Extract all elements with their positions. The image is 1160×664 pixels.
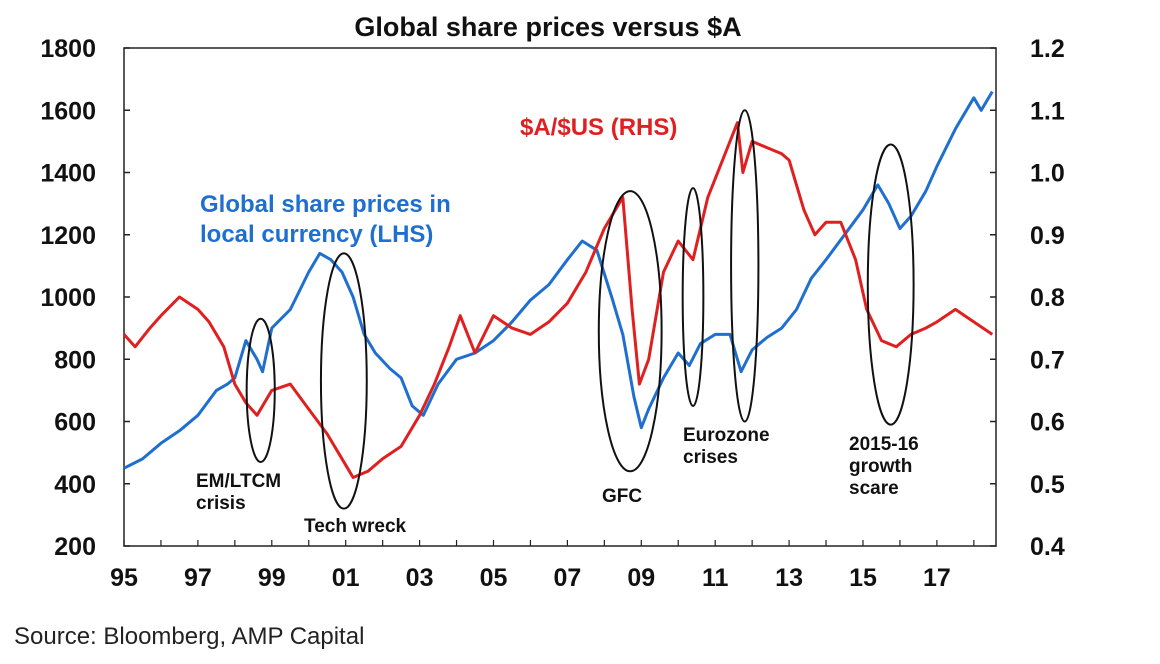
x-tick-label: 17: [923, 564, 951, 592]
annotation-ellipse: [681, 187, 705, 407]
annotation-label: GFC: [602, 486, 642, 507]
series-label-global-shares: local currency (LHS): [200, 221, 433, 248]
x-tick-label: 15: [849, 564, 877, 592]
annotation-label: crisis: [196, 493, 246, 514]
series-labels: Global share prices in local currency (LH…: [200, 114, 677, 248]
x-tick-label: 01: [332, 564, 360, 592]
series-label-global-shares: Global share prices in: [200, 191, 451, 218]
annotation-ellipse: [319, 252, 368, 510]
y-right-tick-label: 1.1: [1030, 97, 1065, 125]
annotation-label: 2015-16: [849, 434, 919, 455]
annotation-ellipse: [245, 317, 276, 463]
y-right-tick-label: 0.7: [1030, 346, 1065, 374]
x-tick-label: 95: [110, 564, 138, 592]
annotation-label: scare: [849, 478, 899, 499]
x-tick-label: 11: [702, 564, 729, 592]
annotation-label: Eurozone: [683, 425, 770, 446]
source-note: Source: Bloomberg, AMP Capital: [14, 623, 364, 650]
annotation-label: crises: [683, 447, 738, 468]
y-left-tick-label: 200: [54, 533, 96, 561]
chart-title: Global share prices versus $A: [354, 12, 741, 42]
annotation-label: Tech wreck: [304, 516, 407, 537]
y-axis-right: 0.4 0.5 0.6 0.7 0.8 0.9 1.0 1.1 1.2: [990, 35, 1065, 561]
y-axis-left: 200 400 600 800 1000 1200 1400 1600 1800: [40, 35, 130, 561]
y-left-tick-label: 1400: [40, 160, 96, 188]
y-left-tick-label: 1800: [40, 35, 96, 63]
y-left-tick-label: 1600: [40, 97, 96, 125]
annotation-label: EM/LTCM: [196, 471, 281, 492]
annotation-ellipse: [597, 190, 663, 473]
x-tick-label: 99: [258, 564, 286, 592]
annotation-label: growth: [849, 456, 912, 477]
x-tick-label: 07: [553, 564, 581, 592]
y-right-tick-label: 1.2: [1030, 35, 1065, 63]
series-line-aud-usd: [122, 121, 994, 479]
x-tick-label: 13: [775, 564, 803, 592]
x-tick-label: 05: [480, 564, 508, 592]
y-right-tick-label: 0.9: [1030, 222, 1065, 250]
y-right-tick-label: 0.8: [1030, 284, 1065, 312]
y-left-tick-label: 1200: [40, 222, 96, 250]
y-right-tick-label: 0.4: [1030, 533, 1065, 561]
x-axis: 95 97 99 01 03 05 07 09 11 13 15 17: [110, 540, 975, 592]
y-left-tick-label: 1000: [40, 284, 96, 312]
x-tick-label: 97: [184, 564, 212, 592]
y-left-tick-label: 600: [54, 409, 96, 437]
annotation-ellipse: [730, 109, 760, 423]
series-line-global-shares: [123, 90, 994, 470]
y-right-tick-label: 0.6: [1030, 409, 1065, 437]
y-right-tick-label: 1.0: [1030, 160, 1065, 188]
y-left-tick-label: 800: [54, 346, 96, 374]
x-tick-label: 03: [406, 564, 434, 592]
series-label-aud-usd: $A/$US (RHS): [520, 114, 677, 141]
y-left-tick-label: 400: [54, 471, 96, 499]
annotation-ellipse: [866, 143, 915, 426]
x-tick-label: 09: [627, 564, 655, 592]
y-right-tick-label: 0.5: [1030, 471, 1065, 499]
series-lines: [122, 90, 994, 479]
